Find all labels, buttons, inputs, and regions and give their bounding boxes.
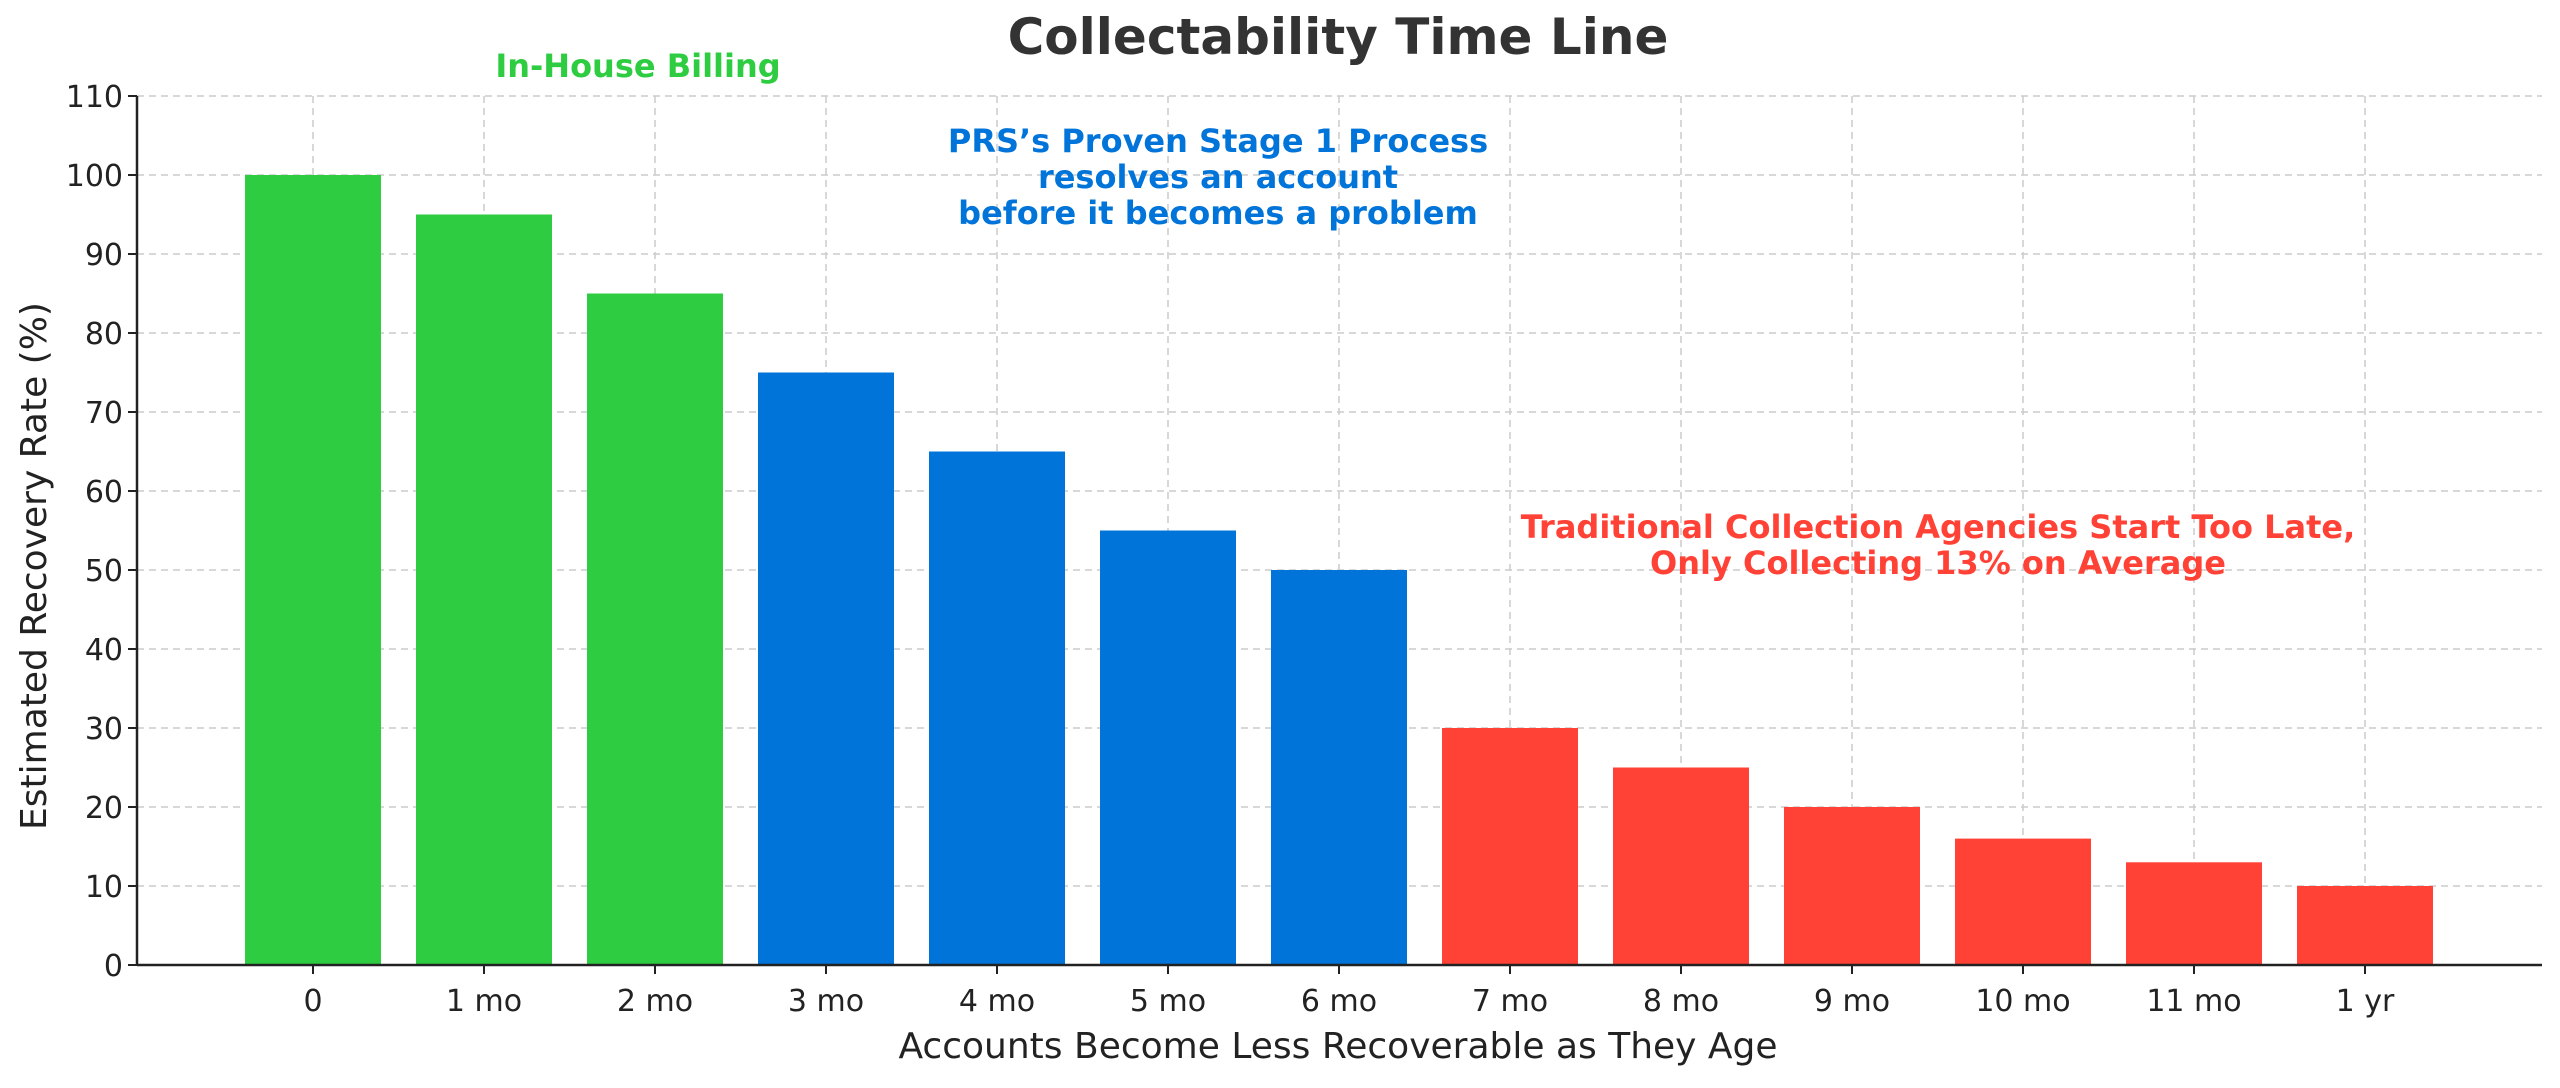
y-tick-label: 110 [66, 80, 123, 115]
annotation-line: resolves an account [1038, 158, 1398, 196]
x-tick-label: 3 mo [788, 984, 864, 1019]
chart-title: Collectability Time Line [1008, 8, 1669, 66]
annotation-line: In-House Billing [495, 47, 780, 85]
x-tick-label: 1 mo [446, 984, 522, 1019]
bar [1271, 570, 1407, 965]
x-axis-label: Accounts Become Less Recoverable as They… [898, 1026, 1777, 1067]
x-ticks: 0 1 mo 2 mo 3 mo 4 mo 5 mo 6 mo 7 mo 8 mo 9 mo 10 … [303, 965, 2395, 1019]
y-tick-label: 40 [85, 633, 123, 668]
x-tick-label: 5 mo [1130, 984, 1206, 1019]
y-axis-label: Estimated Recovery Rate (%) [14, 302, 55, 830]
y-tick-label: 30 [85, 712, 123, 747]
y-tick-label: 20 [85, 791, 123, 826]
bar [416, 214, 552, 965]
x-tick-label: 11 mo [2146, 984, 2241, 1019]
annotation-line: Traditional Collection Agencies Start To… [1521, 508, 2356, 546]
x-tick-label: 9 mo [1814, 984, 1890, 1019]
y-tick-label: 90 [85, 238, 123, 273]
annotation-line: Only Collecting 13% on Average [1650, 544, 2226, 582]
annotations: In-House Billing PRS’s Proven Stage 1 Pro… [495, 47, 2355, 582]
annotation-in-house: In-House Billing [495, 47, 780, 85]
bar [929, 451, 1065, 965]
y-tick-label: 100 [66, 159, 123, 194]
x-tick-label: 2 mo [617, 984, 693, 1019]
y-tick-label: 80 [85, 317, 123, 352]
bar [1613, 767, 1749, 965]
x-tick-label: 7 mo [1472, 984, 1548, 1019]
bar [587, 293, 723, 965]
x-tick-label: 10 mo [1975, 984, 2070, 1019]
x-tick-label: 1 yr [2336, 984, 2395, 1019]
x-tick-label: 4 mo [959, 984, 1035, 1019]
bar [1955, 838, 2091, 965]
bar [2126, 862, 2262, 965]
bar [245, 175, 381, 965]
annotation-line: PRS’s Proven Stage 1 Process [948, 122, 1488, 160]
annotation-traditional: Traditional Collection Agencies Start To… [1521, 508, 2356, 582]
bar [1442, 728, 1578, 965]
y-ticks: 0 10 20 30 40 50 60 70 80 90 100 110 [66, 80, 137, 984]
bar [2297, 886, 2433, 965]
y-tick-label: 70 [85, 396, 123, 431]
y-tick-label: 0 [104, 949, 123, 984]
x-tick-label: 6 mo [1301, 984, 1377, 1019]
y-tick-label: 60 [85, 475, 123, 510]
bar [758, 372, 894, 965]
x-tick-label: 8 mo [1643, 984, 1719, 1019]
x-tick-label: 0 [303, 984, 322, 1019]
annotation-line: before it becomes a problem [958, 194, 1478, 232]
annotation-prs: PRS’s Proven Stage 1 Process resolves an … [948, 122, 1488, 232]
bar [1784, 807, 1920, 965]
bar [1100, 530, 1236, 965]
bars [245, 175, 2433, 965]
y-tick-label: 10 [85, 870, 123, 905]
y-tick-label: 50 [85, 554, 123, 589]
